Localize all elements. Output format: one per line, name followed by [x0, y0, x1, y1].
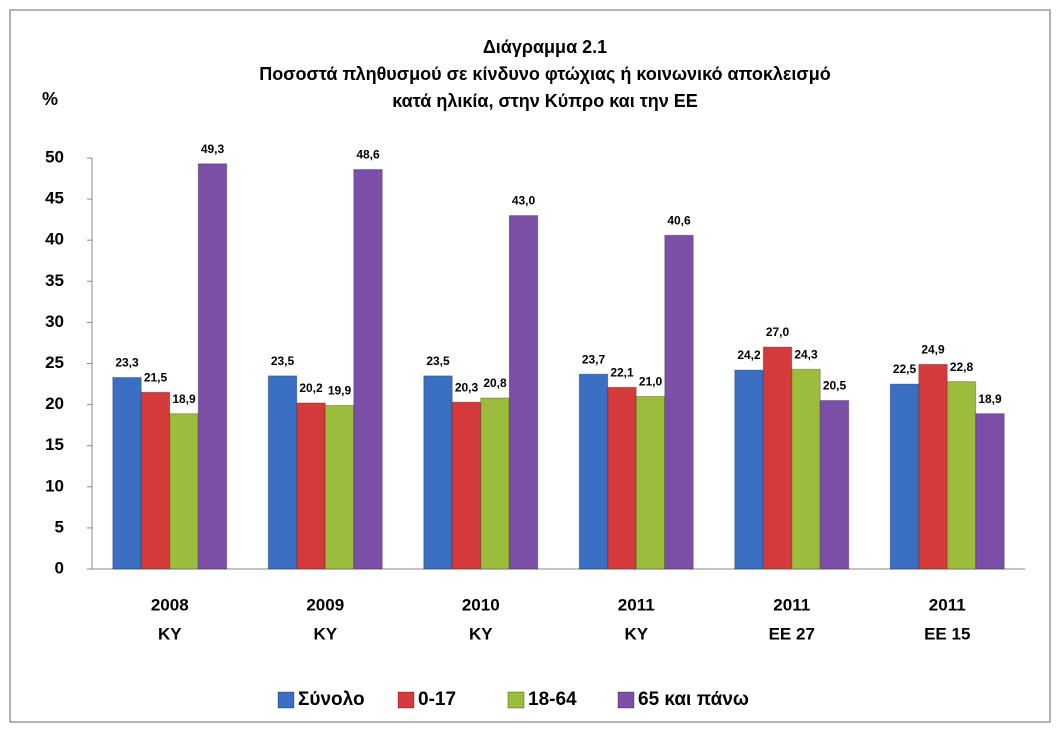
x-tick-label: ΕΕ 27 [769, 624, 815, 643]
bar [734, 369, 764, 570]
bar [635, 395, 666, 570]
chart-title: Διάγραμμα 2.1 [483, 37, 607, 57]
bar [197, 163, 228, 570]
bar [508, 215, 539, 570]
y-tick-label: 0 [55, 558, 64, 577]
bar [451, 401, 482, 570]
y-tick-label: 50 [45, 147, 64, 166]
value-label: 20,2 [299, 381, 323, 395]
value-label: 24,3 [794, 347, 818, 361]
x-tick-label: ΚΥ [624, 624, 648, 643]
y-tick-label: 20 [45, 394, 64, 413]
bar [112, 376, 142, 570]
value-label: 19,9 [328, 384, 352, 398]
y-tick-label: 40 [45, 230, 64, 249]
y-tick-label: 15 [45, 435, 64, 454]
y-tick-label: 25 [45, 353, 64, 372]
legend-label: Σύνολο [298, 689, 365, 710]
value-label: 24,2 [737, 348, 761, 362]
x-tick-label: ΚΥ [469, 624, 493, 643]
bar [296, 402, 326, 570]
value-label: 18,9 [172, 392, 196, 406]
bar [889, 383, 920, 570]
chart-title: Ποσοστά πληθυσμού σε κίνδυνο φτώχιας ή κ… [259, 64, 831, 84]
bar [664, 234, 694, 570]
legend-label: 0-17 [418, 689, 456, 710]
bar [353, 169, 383, 570]
bar [918, 363, 948, 570]
y-tick-label: 30 [45, 312, 64, 331]
x-tick-label: 2011 [618, 595, 655, 614]
value-label: 22,8 [950, 360, 974, 374]
bar [480, 397, 510, 570]
y-tick-label: 35 [45, 271, 64, 290]
bar [946, 381, 977, 570]
value-label: 20,8 [483, 376, 507, 390]
y-tick-label: 10 [45, 476, 64, 495]
bar [324, 404, 355, 570]
x-tick-label: 2010 [462, 595, 500, 614]
value-label: 23,5 [271, 354, 295, 368]
x-tick-label: 2011 [773, 595, 810, 614]
bar [762, 346, 793, 570]
bar [975, 413, 1005, 570]
value-label: 22,1 [610, 366, 634, 380]
value-label: 27,0 [766, 325, 790, 339]
value-label: 40,6 [667, 213, 691, 227]
value-label: 23,3 [115, 356, 139, 370]
y-axis-label: % [42, 89, 58, 109]
bar [578, 373, 609, 570]
bar [607, 386, 637, 570]
legend-swatch [277, 691, 295, 709]
bar [140, 391, 171, 570]
value-label: 24,9 [921, 342, 945, 356]
y-tick-label: 5 [55, 517, 64, 536]
legend-label: 65 και πάνω [638, 689, 749, 710]
bar [169, 413, 199, 570]
value-label: 49,3 [201, 142, 225, 156]
value-label: 23,7 [582, 352, 606, 366]
value-label: 20,3 [455, 380, 479, 394]
bar [267, 375, 298, 570]
bar [791, 368, 821, 570]
value-label: 23,5 [426, 354, 450, 368]
chart-title: κατά ηλικία, στην Κύπρο και την ΕΕ [392, 91, 698, 111]
legend-swatch [617, 691, 635, 709]
bar [819, 399, 850, 570]
value-label: 22,5 [893, 362, 917, 376]
x-tick-label: 2008 [151, 595, 189, 614]
legend-swatch [507, 691, 525, 709]
value-label: 20,5 [823, 379, 847, 393]
x-tick-label: 2011 [929, 595, 966, 614]
legend-swatch [397, 691, 415, 709]
legend-label: 18-64 [528, 689, 577, 710]
value-label: 21,0 [639, 375, 663, 389]
bar [423, 375, 453, 570]
value-label: 21,5 [144, 370, 168, 384]
x-tick-label: 2009 [306, 595, 344, 614]
x-tick-label: ΕΕ 15 [924, 624, 970, 643]
y-tick-label: 45 [45, 189, 64, 208]
value-label: 48,6 [356, 148, 380, 162]
x-tick-label: ΚΥ [313, 624, 337, 643]
value-label: 43,0 [512, 194, 536, 208]
value-label: 18,9 [978, 392, 1002, 406]
x-tick-label: ΚΥ [158, 624, 182, 643]
